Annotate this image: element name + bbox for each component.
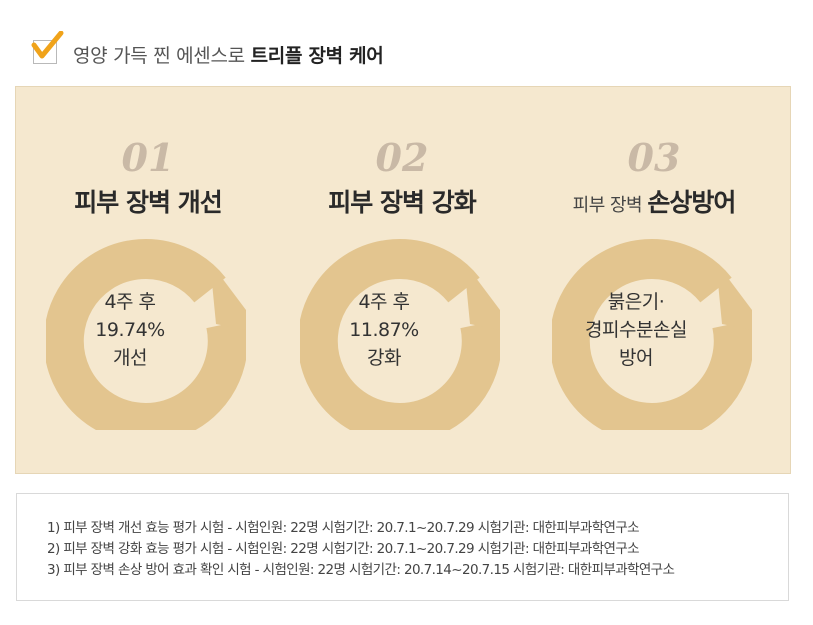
benefit-number: 02 xyxy=(375,135,429,180)
test-notes-list: 1) 피부 장벽 개선 효능 평가 시험 - 시험인원: 22명 시험기간: 2… xyxy=(17,494,788,581)
result-line-2: 경피수분손실 xyxy=(585,319,687,341)
benefits-panel: 01 피부 장벽 개선 4주 후 19.74% 개선 02 피부 장벽 강화 4… xyxy=(15,86,791,474)
benefit-result: 붉은기· 경피수분손실 방어 xyxy=(552,230,720,430)
checkmark-icon xyxy=(31,31,64,59)
result-line-1: 4주 후 xyxy=(358,291,410,313)
benefit-title: 피부 장벽 개선 xyxy=(74,188,222,217)
checkbox-checked-icon xyxy=(31,31,64,64)
circular-arrow-icon xyxy=(300,239,500,430)
result-line-2: 11.87% xyxy=(349,319,419,341)
result-line-3: 개선 xyxy=(113,347,147,369)
circular-arrow-icon xyxy=(46,239,246,430)
benefit-result: 4주 후 19.74% 개선 xyxy=(46,230,214,430)
title-bold: 트리플 장벽 케어 xyxy=(250,45,384,67)
benefit-item-3: 03 피부 장벽 손상방어 붉은기· 경피수분손실 방어 xyxy=(524,87,784,475)
benefit-result: 4주 후 11.87% 강화 xyxy=(300,230,468,430)
result-line-1: 붉은기· xyxy=(607,291,665,313)
benefit-item-1: 01 피부 장벽 개선 4주 후 19.74% 개선 xyxy=(18,87,278,475)
benefit-title: 피부 장벽 강화 xyxy=(328,188,476,217)
benefit-number: 03 xyxy=(627,135,681,180)
page-title: 영양 가득 찐 에센스로 트리플 장벽 케어 xyxy=(73,41,384,68)
result-line-2: 19.74% xyxy=(95,319,165,341)
benefit-title: 피부 장벽 손상방어 xyxy=(572,188,737,217)
test-notes-box: 1) 피부 장벽 개선 효능 평가 시험 - 시험인원: 22명 시험기간: 2… xyxy=(16,493,789,601)
benefit-item-2: 02 피부 장벽 강화 4주 후 11.87% 강화 xyxy=(272,87,532,475)
benefit-number: 01 xyxy=(121,135,175,180)
result-line-1: 4주 후 xyxy=(104,291,156,313)
circular-arrow-icon xyxy=(552,239,752,430)
test-note-3: 3) 피부 장벽 손상 방어 효과 확인 시험 - 시험인원: 22명 시험기간… xyxy=(47,562,675,578)
result-line-3: 강화 xyxy=(367,347,401,369)
title-normal: 영양 가득 찐 에센스로 xyxy=(73,45,251,67)
test-note-2: 2) 피부 장벽 강화 효능 평가 시험 - 시험인원: 22명 시험기간: 2… xyxy=(47,541,640,557)
result-line-3: 방어 xyxy=(619,347,653,369)
test-note-1: 1) 피부 장벽 개선 효능 평가 시험 - 시험인원: 22명 시험기간: 2… xyxy=(47,520,640,536)
